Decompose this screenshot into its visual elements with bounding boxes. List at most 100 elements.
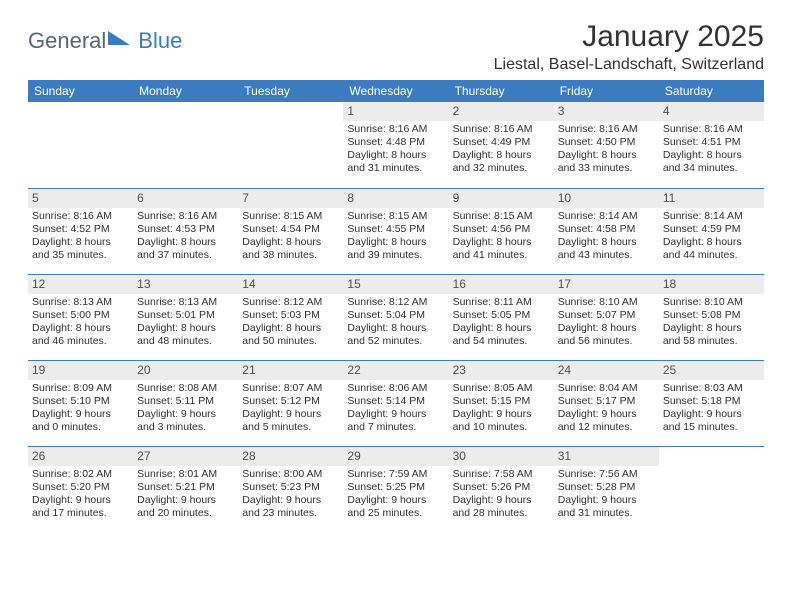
- daylight-line-1: Daylight: 9 hours: [453, 408, 550, 421]
- logo-triangle-icon: [108, 31, 130, 45]
- day-number: 22: [343, 361, 448, 380]
- sunrise-line: Sunrise: 8:16 AM: [32, 210, 129, 223]
- daylight-line-1: Daylight: 9 hours: [32, 408, 129, 421]
- sunset-line: Sunset: 4:52 PM: [32, 223, 129, 236]
- sunset-line: Sunset: 5:23 PM: [242, 481, 339, 494]
- day-number: 11: [659, 189, 764, 208]
- calendar-day-cell: [28, 102, 133, 188]
- sunset-line: Sunset: 5:11 PM: [137, 395, 234, 408]
- title-block: January 2025 Liestal, Basel-Landschaft, …: [494, 20, 764, 74]
- sunrise-line: Sunrise: 8:00 AM: [242, 468, 339, 481]
- sunset-line: Sunset: 5:26 PM: [453, 481, 550, 494]
- sunset-line: Sunset: 4:48 PM: [347, 136, 444, 149]
- sunset-line: Sunset: 5:01 PM: [137, 309, 234, 322]
- calendar-week-row: 19Sunrise: 8:09 AMSunset: 5:10 PMDayligh…: [28, 360, 764, 446]
- sunset-line: Sunset: 5:12 PM: [242, 395, 339, 408]
- sunset-line: Sunset: 4:54 PM: [242, 223, 339, 236]
- calendar-day-cell: 26Sunrise: 8:02 AMSunset: 5:20 PMDayligh…: [28, 446, 133, 532]
- sunrise-line: Sunrise: 8:09 AM: [32, 382, 129, 395]
- calendar-day-cell: 28 Sunrise: 8:00 AMSunset: 5:23 PMDayligh…: [238, 446, 343, 532]
- sunset-line: Sunset: 5:20 PM: [32, 481, 129, 494]
- sunset-line: Sunset: 5:25 PM: [347, 481, 444, 494]
- day-number: 31: [554, 447, 659, 466]
- sunrise-line: Sunrise: 8:16 AM: [347, 123, 444, 136]
- daylight-line-1: Daylight: 9 hours: [242, 494, 339, 507]
- sunrise-line: Sunrise: 8:12 AM: [347, 296, 444, 309]
- daylight-line-2: and 54 minutes.: [453, 335, 550, 348]
- calendar-day-cell: 8Sunrise: 8:15 AMSunset: 4:55 PMDaylight…: [343, 188, 448, 274]
- header-row: General Blue January 2025 Liestal, Basel…: [28, 20, 764, 74]
- sunrise-line: Sunrise: 8:07 AM: [242, 382, 339, 395]
- daylight-line-1: Daylight: 8 hours: [663, 149, 760, 162]
- sunset-line: Sunset: 4:49 PM: [453, 136, 550, 149]
- sunset-line: Sunset: 5:04 PM: [347, 309, 444, 322]
- daylight-line-1: Daylight: 8 hours: [137, 322, 234, 335]
- sunrise-line: Sunrise: 8:03 AM: [663, 382, 760, 395]
- calendar-day-cell: 9Sunrise: 8:15 AMSunset: 4:56 PMDaylight…: [449, 188, 554, 274]
- daylight-line-2: and 39 minutes.: [347, 249, 444, 262]
- daylight-line-2: and 52 minutes.: [347, 335, 444, 348]
- daylight-line-1: Daylight: 8 hours: [663, 236, 760, 249]
- day-number: 18: [659, 275, 764, 294]
- day-number: 29: [343, 447, 448, 466]
- calendar-day-cell: 5 Sunrise: 8:16 AMSunset: 4:52 PMDaylight…: [28, 188, 133, 274]
- calendar-day-cell: 24Sunrise: 8:04 AMSunset: 5:17 PMDayligh…: [554, 360, 659, 446]
- sunrise-line: Sunrise: 8:12 AM: [242, 296, 339, 309]
- daylight-line-2: and 7 minutes.: [347, 421, 444, 434]
- dayname-header: Monday: [133, 80, 238, 102]
- calendar-day-cell: 13Sunrise: 8:13 AMSunset: 5:01 PMDayligh…: [133, 274, 238, 360]
- daylight-line-2: and 33 minutes.: [558, 162, 655, 175]
- sunset-line: Sunset: 5:17 PM: [558, 395, 655, 408]
- sunset-line: Sunset: 5:00 PM: [32, 309, 129, 322]
- sunrise-line: Sunrise: 8:14 AM: [663, 210, 760, 223]
- calendar-day-cell: 17Sunrise: 8:10 AMSunset: 5:07 PMDayligh…: [554, 274, 659, 360]
- calendar-day-cell: 4Sunrise: 8:16 AMSunset: 4:51 PMDaylight…: [659, 102, 764, 188]
- day-number: 28: [238, 447, 343, 466]
- day-number: 4: [659, 102, 764, 121]
- calendar-day-cell: 29Sunrise: 7:59 AMSunset: 5:25 PMDayligh…: [343, 446, 448, 532]
- sunset-line: Sunset: 4:58 PM: [558, 223, 655, 236]
- calendar-day-cell: 16Sunrise: 8:11 AMSunset: 5:05 PMDayligh…: [449, 274, 554, 360]
- day-number: 17: [554, 275, 659, 294]
- day-number: 8: [343, 189, 448, 208]
- sunset-line: Sunset: 5:14 PM: [347, 395, 444, 408]
- calendar-day-cell: 19Sunrise: 8:09 AMSunset: 5:10 PMDayligh…: [28, 360, 133, 446]
- dayname-header: Thursday: [449, 80, 554, 102]
- calendar-page: General Blue January 2025 Liestal, Basel…: [0, 0, 792, 552]
- sunrise-line: Sunrise: 8:04 AM: [558, 382, 655, 395]
- sunrise-line: Sunrise: 8:01 AM: [137, 468, 234, 481]
- sunset-line: Sunset: 5:07 PM: [558, 309, 655, 322]
- calendar-day-cell: [238, 102, 343, 188]
- daylight-line-2: and 28 minutes.: [453, 507, 550, 520]
- calendar-day-cell: 23Sunrise: 8:05 AMSunset: 5:15 PMDayligh…: [449, 360, 554, 446]
- calendar-day-cell: [659, 446, 764, 532]
- calendar-header: SundayMondayTuesdayWednesdayThursdayFrid…: [28, 80, 764, 102]
- sunset-line: Sunset: 5:18 PM: [663, 395, 760, 408]
- daylight-line-2: and 5 minutes.: [242, 421, 339, 434]
- sunrise-line: Sunrise: 8:06 AM: [347, 382, 444, 395]
- daylight-line-1: Daylight: 8 hours: [663, 322, 760, 335]
- day-number: 26: [28, 447, 133, 466]
- sunset-line: Sunset: 4:53 PM: [137, 223, 234, 236]
- sunrise-line: Sunrise: 8:02 AM: [32, 468, 129, 481]
- day-number: 5: [28, 189, 133, 208]
- sunrise-line: Sunrise: 7:56 AM: [558, 468, 655, 481]
- daylight-line-1: Daylight: 8 hours: [558, 322, 655, 335]
- daylight-line-2: and 0 minutes.: [32, 421, 129, 434]
- daylight-line-1: Daylight: 8 hours: [558, 149, 655, 162]
- calendar-day-cell: 6Sunrise: 8:16 AMSunset: 4:53 PMDaylight…: [133, 188, 238, 274]
- daylight-line-1: Daylight: 9 hours: [347, 494, 444, 507]
- calendar-day-cell: 18 Sunrise: 8:10 AMSunset: 5:08 PMDayligh…: [659, 274, 764, 360]
- sunrise-line: Sunrise: 8:15 AM: [453, 210, 550, 223]
- sunrise-line: Sunrise: 8:10 AM: [663, 296, 760, 309]
- calendar-day-cell: 1Sunrise: 8:16 AMSunset: 4:48 PMDaylight…: [343, 102, 448, 188]
- sunset-line: Sunset: 5:08 PM: [663, 309, 760, 322]
- calendar-week-row: 12Sunrise: 8:13 AMSunset: 5:00 PMDayligh…: [28, 274, 764, 360]
- logo-word-general: General: [28, 28, 106, 54]
- sunrise-line: Sunrise: 8:14 AM: [558, 210, 655, 223]
- daylight-line-1: Daylight: 8 hours: [32, 236, 129, 249]
- daylight-line-1: Daylight: 9 hours: [242, 408, 339, 421]
- daylight-line-2: and 41 minutes.: [453, 249, 550, 262]
- day-number: 21: [238, 361, 343, 380]
- daylight-line-1: Daylight: 8 hours: [453, 149, 550, 162]
